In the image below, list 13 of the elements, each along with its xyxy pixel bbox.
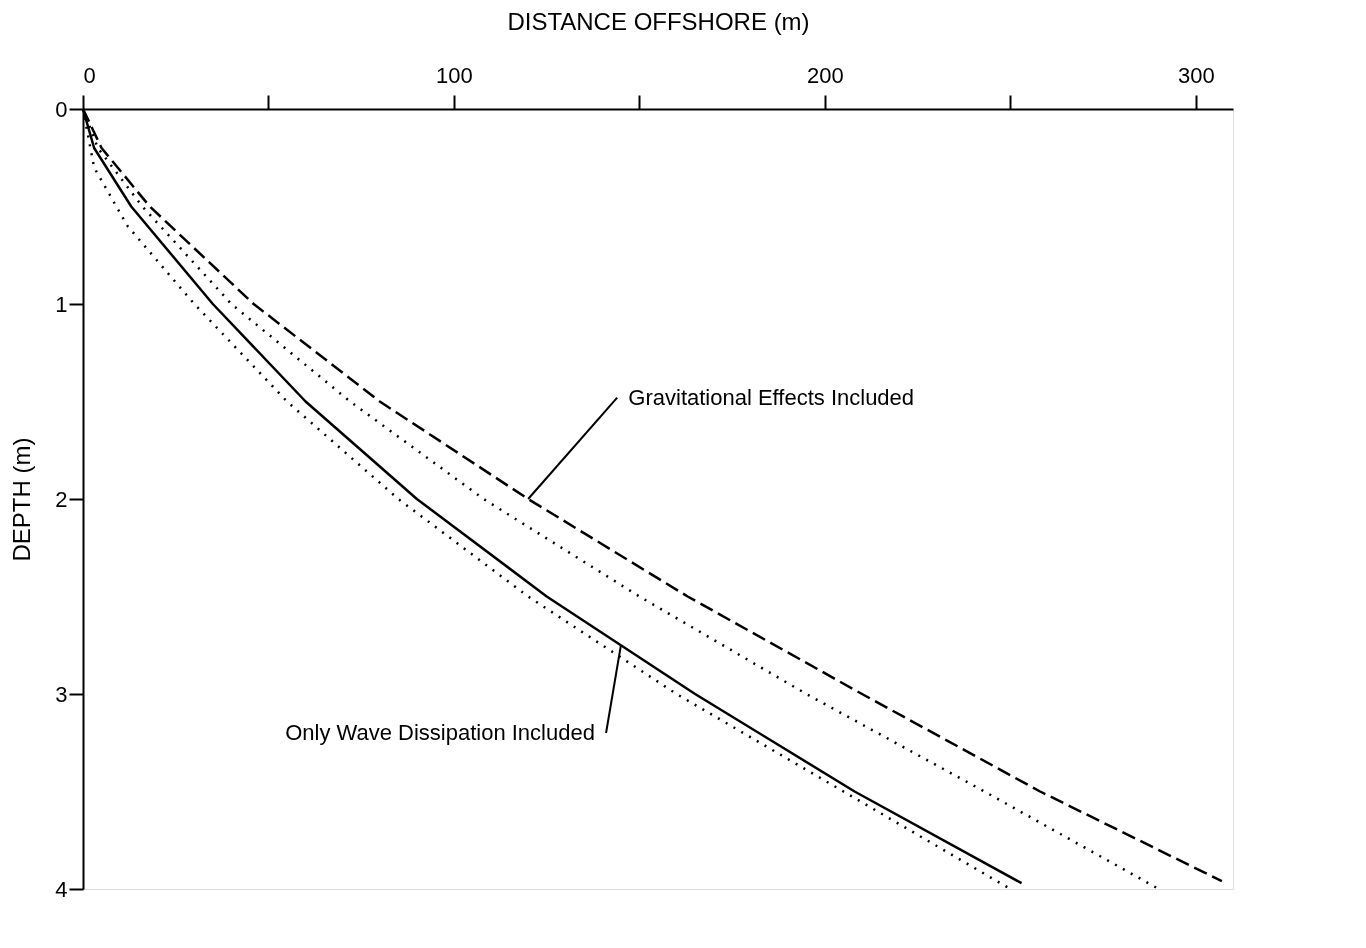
x-axis-title: DISTANCE OFFSHORE (m) <box>507 7 810 35</box>
x-tick-label: 300 <box>1178 62 1215 88</box>
y-tick-label: 4 <box>55 876 68 902</box>
y-axis-title: DEPTH (m) <box>8 437 36 562</box>
x-tick-label: 200 <box>807 62 844 88</box>
annotation: Gravitational Effects Included <box>628 384 915 410</box>
y-tick-label: 0 <box>55 96 68 122</box>
annotation: Only Wave Dissipation Included <box>285 720 595 745</box>
y-tick-label: 3 <box>55 681 68 707</box>
x-tick-label: 100 <box>436 62 473 88</box>
x-tick-label: 0 <box>83 62 96 88</box>
y-tick-label: 2 <box>55 486 68 512</box>
y-tick-label: 1 <box>55 291 68 317</box>
